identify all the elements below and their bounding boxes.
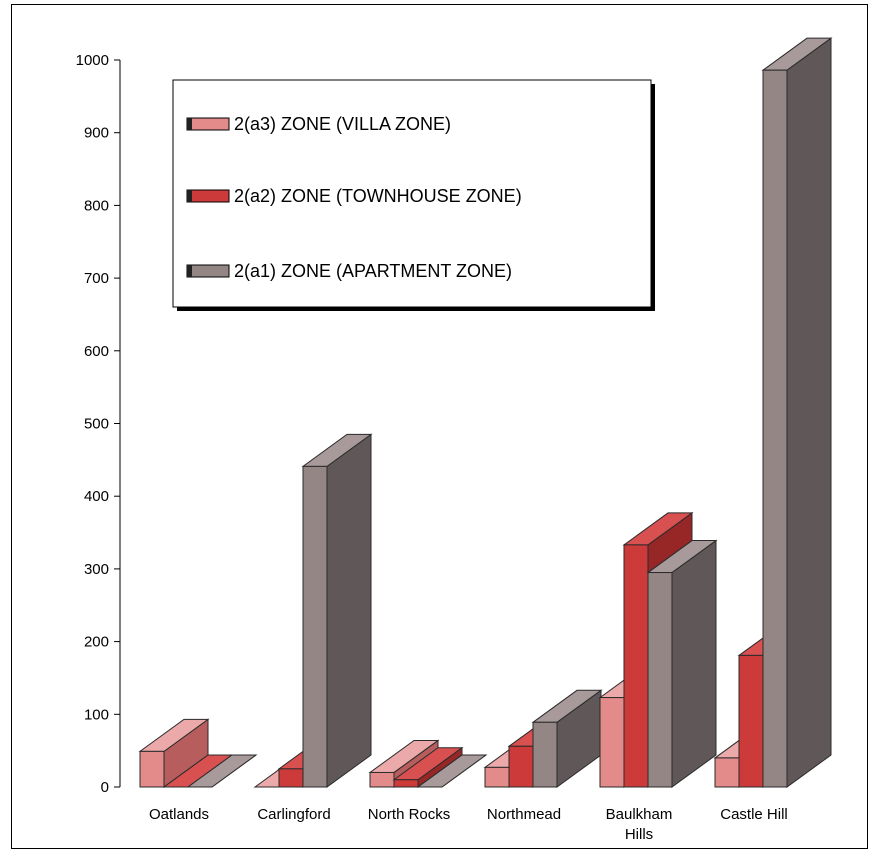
- y-tick-label: 800: [84, 197, 109, 214]
- bar: [301, 433, 373, 788]
- y-tick-label: 1000: [76, 52, 109, 69]
- y-tick-label: 600: [84, 343, 109, 360]
- bar: [392, 746, 464, 788]
- legend-swatch: [186, 189, 230, 203]
- legend-swatch-edge: [187, 190, 192, 202]
- y-tick-label: 500: [84, 416, 109, 433]
- y-tick-label: 100: [84, 706, 109, 723]
- bar: [646, 539, 718, 788]
- bar: [531, 689, 603, 788]
- y-tick-label: 0: [101, 779, 109, 796]
- y-tick-label: 200: [84, 634, 109, 651]
- y-tick-label: 700: [84, 270, 109, 287]
- x-category-label: Castle Hill: [720, 806, 788, 823]
- legend-box: [172, 79, 652, 308]
- legend: 2(a3) ZONE (VILLA ZONE) 2(a2) ZONE (TOWNH…: [172, 79, 655, 311]
- x-category-label: Oatlands: [149, 806, 209, 823]
- y-tick-label: 400: [84, 488, 109, 505]
- bar: [416, 754, 488, 788]
- bars: [138, 37, 833, 788]
- y-axis: 0 100 200 300 400 500 600 700 800 900 1000: [76, 52, 121, 796]
- legend-label: 2(a2) ZONE (TOWNHOUSE ZONE): [234, 186, 522, 206]
- legend-label: 2(a3) ZONE (VILLA ZONE): [234, 114, 451, 134]
- bar: [138, 718, 210, 788]
- legend-swatch: [186, 117, 230, 131]
- x-category-label: Carlingford: [257, 806, 330, 823]
- legend-label: 2(a1) ZONE (APARTMENT ZONE): [234, 261, 512, 281]
- x-category-label: Northmead: [487, 806, 561, 823]
- x-category-label: Baulkham Hills: [606, 806, 673, 843]
- legend-swatch-edge: [187, 265, 192, 277]
- legend-swatch-edge: [187, 118, 192, 130]
- y-tick-label: 900: [84, 125, 109, 142]
- x-category-label: North Rocks: [368, 806, 451, 823]
- bar: [186, 754, 258, 788]
- category-labels: Oatlands Carlingford North Rocks Northmead B…: [149, 806, 788, 843]
- y-tick-label: 300: [84, 561, 109, 578]
- legend-swatch: [186, 264, 230, 278]
- bar: [761, 37, 833, 788]
